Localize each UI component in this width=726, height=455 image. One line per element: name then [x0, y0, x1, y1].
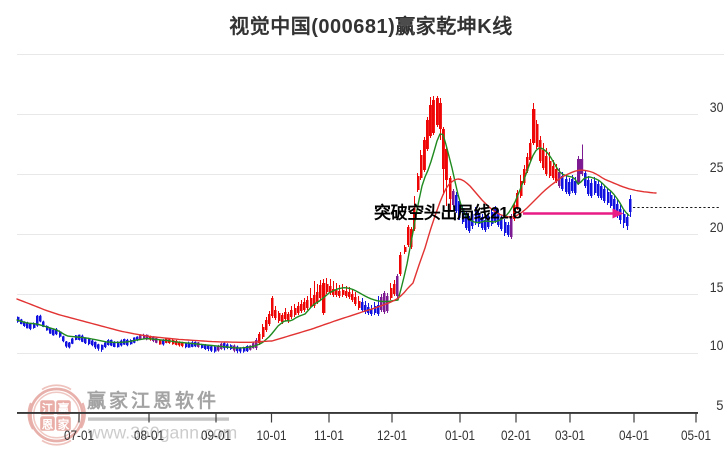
svg-text:01-01: 01-01	[445, 427, 475, 443]
svg-text:10: 10	[710, 337, 724, 353]
svg-text:03-01: 03-01	[555, 427, 585, 443]
svg-text:10-01: 10-01	[257, 427, 287, 443]
svg-text:05-01: 05-01	[681, 427, 711, 443]
svg-text:突破空头出局线21.8: 突破空头出局线21.8	[374, 203, 522, 223]
svg-text:江: 江	[42, 401, 54, 415]
svg-text:09-01: 09-01	[201, 427, 231, 443]
svg-text:赢家江恩软件: 赢家江恩软件	[87, 389, 219, 412]
svg-text:04-01: 04-01	[619, 427, 649, 443]
svg-text:www.360gann.com: www.360gann.com	[87, 423, 237, 443]
svg-text:07-01: 07-01	[64, 427, 94, 443]
svg-text:08-01: 08-01	[134, 427, 164, 443]
svg-text:02-01: 02-01	[501, 427, 531, 443]
svg-text:20: 20	[710, 219, 724, 235]
svg-text:25: 25	[710, 159, 724, 175]
svg-text:11-01: 11-01	[314, 427, 344, 443]
svg-text:恩: 恩	[42, 418, 54, 431]
svg-text:家: 家	[58, 417, 70, 431]
svg-text:15: 15	[710, 279, 724, 295]
svg-text:30: 30	[710, 99, 724, 115]
svg-text:赢: 赢	[58, 401, 70, 415]
svg-text:5: 5	[716, 397, 723, 413]
svg-text:视觉中国(000681)赢家乾坤K线: 视觉中国(000681)赢家乾坤K线	[229, 14, 513, 38]
svg-text:12-01: 12-01	[377, 427, 407, 443]
